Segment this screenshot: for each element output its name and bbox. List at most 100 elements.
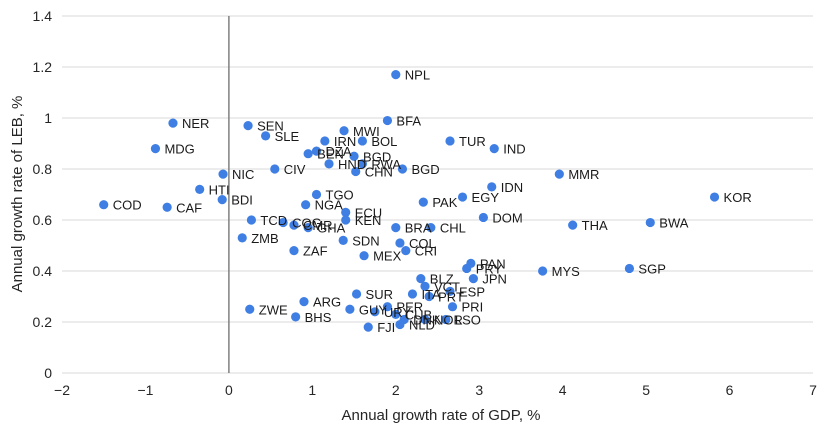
data-point-label: CUB xyxy=(405,307,432,322)
y-tick-label: 1 xyxy=(44,110,52,126)
data-point xyxy=(341,207,351,217)
data-point-label: HTI xyxy=(209,182,230,197)
data-point-label: ITA xyxy=(421,287,441,302)
data-point-label: RWA xyxy=(371,157,401,172)
data-point-label: BFA xyxy=(396,114,421,129)
data-point-label: KOR xyxy=(724,190,752,205)
y-tick-label: 1.2 xyxy=(33,59,53,75)
data-point-label: NPL xyxy=(405,68,430,83)
data-point-label: MMR xyxy=(568,167,599,182)
data-point-label: ARG xyxy=(313,295,341,310)
data-point xyxy=(243,121,253,131)
data-point xyxy=(150,144,161,154)
data-point xyxy=(303,149,313,159)
data-point xyxy=(237,233,247,243)
data-point xyxy=(351,166,361,177)
data-point-label: ZAF xyxy=(303,244,328,259)
data-point-label: COL xyxy=(409,236,436,251)
data-point-label: IDN xyxy=(501,180,523,195)
data-point-label: BWA xyxy=(659,216,688,231)
data-point xyxy=(99,200,109,210)
data-point xyxy=(407,289,418,299)
data-point xyxy=(382,302,393,312)
data-point xyxy=(568,220,578,230)
data-point-label: NGA xyxy=(315,198,344,213)
data-point-label: DOM xyxy=(492,210,522,225)
data-point-label: CHL xyxy=(440,221,466,236)
x-tick-label: 6 xyxy=(726,382,734,398)
data-point xyxy=(311,146,322,156)
data-point xyxy=(489,144,499,154)
data-point xyxy=(195,184,205,194)
data-point-label: BGD xyxy=(411,162,439,177)
data-point-label: COD xyxy=(113,198,142,213)
data-point xyxy=(339,126,349,136)
data-point xyxy=(468,274,478,284)
x-tick-label: 0 xyxy=(225,382,233,398)
x-tick-label: 3 xyxy=(475,382,483,398)
data-point-label: NER xyxy=(182,116,209,131)
data-point xyxy=(363,322,373,332)
data-point xyxy=(441,314,451,325)
data-point-label: VCT xyxy=(434,279,460,294)
data-point-label: PAK xyxy=(432,195,457,210)
data-point-label: BOL xyxy=(371,134,397,149)
y-tick-label: 0.6 xyxy=(33,212,53,228)
data-point-label: MYS xyxy=(552,264,581,279)
data-point-label: BRA xyxy=(405,221,432,236)
data-point-label: GUY xyxy=(359,302,388,317)
data-point xyxy=(416,274,426,284)
y-axis-ticks: 0 0.2 0.4 0.6 0.8 1 1.2 1.4 xyxy=(33,8,53,381)
data-point xyxy=(645,217,655,228)
x-tick-label: 4 xyxy=(559,382,567,398)
y-axis-title: Annual growth rate of LEB, % xyxy=(9,96,26,293)
data-point xyxy=(168,118,178,128)
data-point xyxy=(554,169,564,179)
data-point xyxy=(426,223,436,233)
data-point-label: PAN xyxy=(480,256,506,271)
data-point-label: IRN xyxy=(334,134,356,149)
data-point-label: KEN xyxy=(355,213,382,228)
data-point-label: CAF xyxy=(176,200,202,215)
data-point-label: BHS xyxy=(305,310,332,325)
data-point-label: COG xyxy=(292,216,322,231)
data-point xyxy=(299,297,309,307)
data-point xyxy=(424,291,434,302)
data-point xyxy=(397,164,408,174)
data-point-label: SUR xyxy=(366,287,393,302)
data-point-label: HND xyxy=(338,157,366,172)
data-point-label: ESP xyxy=(459,284,485,299)
data-point-label: CHN xyxy=(365,165,393,180)
y-tick-label: 0.8 xyxy=(33,161,53,177)
y-tick-label: 0.2 xyxy=(33,314,53,330)
data-point-label: ECU xyxy=(355,205,382,220)
data-point-label: PRY xyxy=(476,261,503,276)
data-point xyxy=(357,136,367,146)
data-point-label: BEN xyxy=(317,147,344,162)
y-tick-label: 0.4 xyxy=(33,263,53,279)
data-points xyxy=(99,70,720,332)
gridlines xyxy=(62,15,813,374)
data-point xyxy=(162,202,172,212)
x-axis-ticks: −2 −1 0 1 2 3 4 5 6 7 xyxy=(54,382,817,398)
data-point xyxy=(709,192,720,202)
data-point-label: NLD xyxy=(409,318,435,333)
data-point xyxy=(418,197,428,207)
data-point-label: TGO xyxy=(326,188,354,203)
data-point xyxy=(289,220,299,230)
data-point xyxy=(351,289,362,299)
data-point-label: BDI xyxy=(231,193,253,208)
data-point xyxy=(278,217,288,228)
data-point xyxy=(320,136,330,146)
data-point-label: LSO xyxy=(455,312,481,327)
data-point xyxy=(218,169,228,179)
data-point xyxy=(245,304,255,314)
x-tick-label: 2 xyxy=(392,382,400,398)
y-tick-label: 0 xyxy=(44,365,52,381)
data-point xyxy=(395,238,405,248)
x-tick-label: −2 xyxy=(54,382,70,398)
data-point xyxy=(341,215,351,225)
data-point-label: SDN xyxy=(352,233,379,248)
data-point xyxy=(401,246,411,256)
data-point-label: CIV xyxy=(284,162,306,177)
